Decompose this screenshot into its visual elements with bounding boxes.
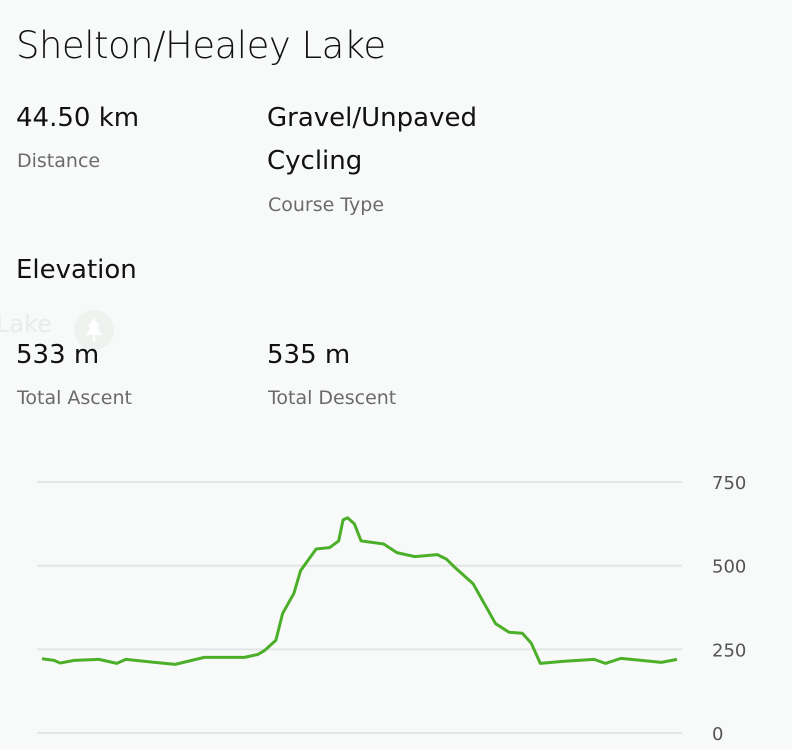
course-type-value-line2: Cycling xyxy=(267,146,363,176)
y-tick-label: 0 xyxy=(712,724,723,745)
course-title: Shelton/Healey Lake xyxy=(16,24,386,67)
distance-label: Distance xyxy=(17,150,101,172)
total-ascent-label: Total Ascent xyxy=(17,387,132,409)
y-tick-label: 250 xyxy=(712,640,746,661)
elevation-heading: Elevation xyxy=(16,255,137,285)
total-descent-value: 535 m xyxy=(267,340,351,370)
total-descent-label: Total Descent xyxy=(268,387,397,409)
elevation-chart: 750 500 250 0 xyxy=(37,473,746,745)
course-type-label: Course Type xyxy=(268,194,385,216)
y-tick-label: 750 xyxy=(712,473,746,494)
tree-icon xyxy=(74,310,114,350)
total-ascent-value: 533 m xyxy=(16,340,100,370)
map-lake-label: Lake xyxy=(0,310,52,338)
y-tick-label: 500 xyxy=(712,557,746,578)
distance-value: 44.50 km xyxy=(16,103,140,133)
elevation-line xyxy=(41,516,678,666)
course-type-value: Gravel/Unpaved xyxy=(267,103,477,133)
